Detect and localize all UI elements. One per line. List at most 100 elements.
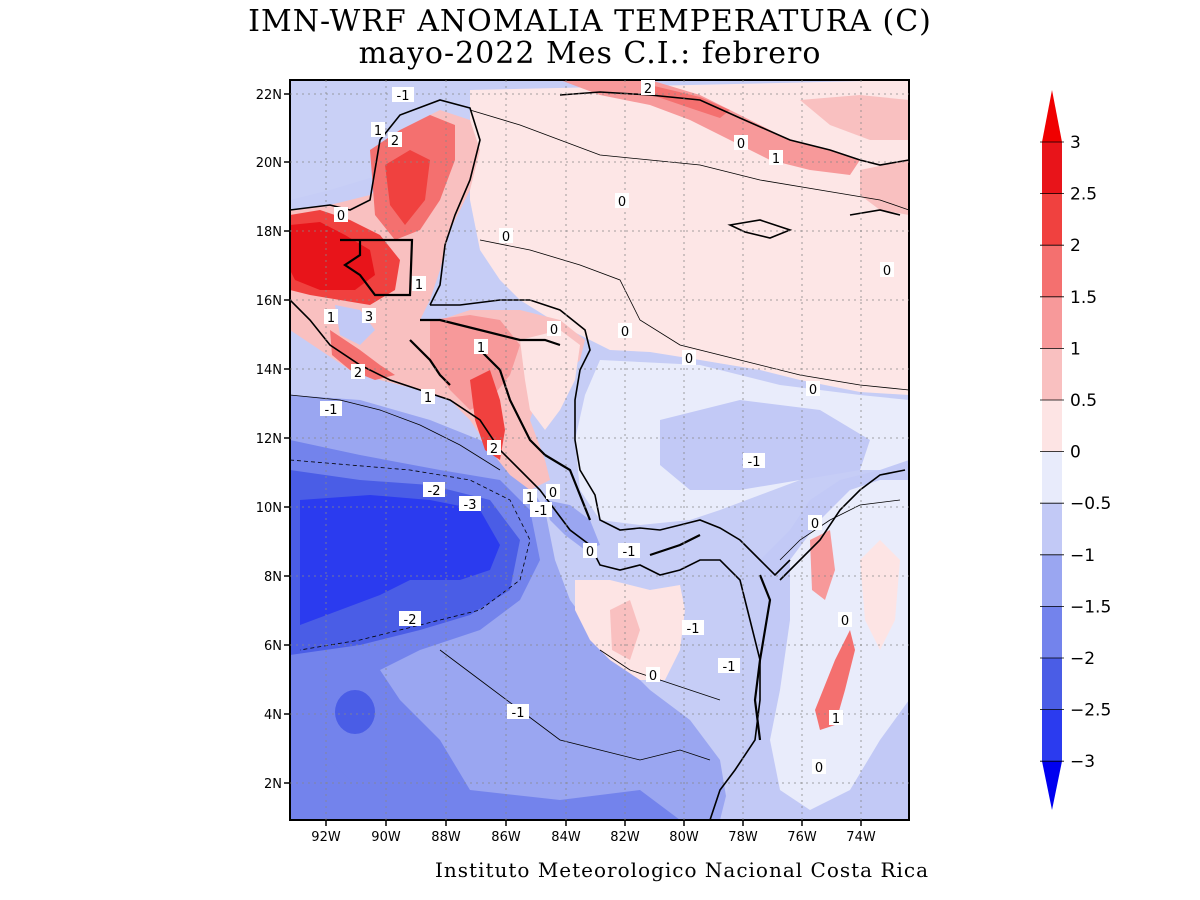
colorbar-swatch <box>1042 606 1062 659</box>
colorbar-swatch <box>1042 193 1062 246</box>
contour-label-bg <box>646 667 660 682</box>
map-frame <box>289 79 910 821</box>
colorbar-label: 2.5 <box>1070 185 1097 205</box>
contour-value-label: -1 <box>512 706 525 721</box>
contour-label-bg <box>641 80 655 95</box>
longitude-tick-label: 78W <box>728 830 758 845</box>
map-title-line1: IMN-WRF ANOMALIA TEMPERATURA (C) <box>248 4 932 39</box>
cuba-warm <box>560 80 860 175</box>
contour-value-label: 1 <box>374 124 382 139</box>
nicaragua-east-neutral <box>520 330 580 430</box>
guatemala-mexico-hot-core <box>290 222 375 290</box>
colorbar-swatch <box>1042 554 1062 607</box>
contour-label-bg <box>320 401 342 416</box>
map-title-line2: mayo-2022 Mes C.I.: febrero <box>358 36 822 71</box>
colorbar-label: −1.5 <box>1070 597 1111 617</box>
colorbar-label: 0.5 <box>1070 391 1097 411</box>
contour-value-label: 2 <box>490 442 498 457</box>
contour-label-bg <box>718 658 740 673</box>
contour-label-bg <box>351 364 365 379</box>
contour-value-label: 1 <box>424 391 432 406</box>
contour-label-bg <box>808 515 822 530</box>
longitude-labels: 92W 90W 88W 86W 84W 82W 80W 78W 76W 74W <box>311 820 876 845</box>
latitude-tick-label: 8N <box>264 570 282 585</box>
contour-value-label: 0 <box>649 669 657 684</box>
contour-label-bg <box>530 502 552 517</box>
contour-label-bg <box>499 228 513 243</box>
contour-label-bg <box>523 489 537 504</box>
contour-label-bg <box>421 389 435 404</box>
pacific-negative-cell <box>335 690 375 734</box>
colorbar-label: 0 <box>1070 443 1081 463</box>
longitude-tick-label: 74W <box>846 830 876 845</box>
colorbar-swatch <box>1042 503 1062 556</box>
contour-value-label: -1 <box>748 455 761 470</box>
cuba-warm-core <box>650 85 730 118</box>
contour-value-label: 1 <box>526 491 534 506</box>
contour-label-bg <box>474 339 488 354</box>
yucatan-warm-core <box>385 150 430 225</box>
latitude-tick-label: 10N <box>256 501 282 516</box>
latitude-tick-label: 14N <box>256 363 282 378</box>
contour-value-label: 2 <box>644 82 652 97</box>
contour-value-label: 1 <box>415 278 423 293</box>
country-borders <box>340 238 772 741</box>
longitude-tick-label: 82W <box>610 830 640 845</box>
contour-label-bg <box>829 710 843 725</box>
contour-label-bg <box>812 759 826 774</box>
map-gridlines <box>290 80 909 820</box>
contour-label-bg <box>682 350 696 365</box>
contour-value-label: 0 <box>549 486 557 501</box>
colorbar: 3 2.5 2 1.5 1 0.5 0 −0.5 −1 −1.5 −2 −2.5 −3 <box>1040 90 1111 810</box>
contour-label-bg <box>399 611 421 626</box>
nicaragua-warm-core <box>470 370 505 460</box>
colorbar-label: 1 <box>1070 339 1081 359</box>
hispaniola-warm <box>860 160 909 215</box>
contour-value-label: -1 <box>325 403 338 418</box>
contour-label-bg <box>423 482 445 497</box>
colorbar-swatch <box>1042 451 1062 504</box>
contour-value-label: -2 <box>404 613 417 628</box>
contour-value-label: -1 <box>623 545 636 560</box>
contour-value-label: -1 <box>535 504 548 519</box>
latitude-tick-label: 2N <box>264 777 282 792</box>
colombia-andes-warm <box>810 530 835 600</box>
contour-label-bg <box>880 262 894 277</box>
longitude-tick-label: 84W <box>551 830 581 845</box>
contour-label-bg <box>362 308 376 323</box>
colombia-andes-warm-3 <box>860 540 900 650</box>
contour-value-label: 1 <box>772 152 780 167</box>
latitude-tick-label: 18N <box>256 225 282 240</box>
contour-label-bg <box>459 496 481 511</box>
contour-value-label: 0 <box>883 264 891 279</box>
colorbar-swatch <box>1042 348 1062 401</box>
pacific-negative-core <box>300 495 500 625</box>
colorbar-swatch <box>1042 245 1062 298</box>
central-america-warm <box>290 110 585 490</box>
colorbar-swatch <box>1042 296 1062 349</box>
latitude-tick-label: 12N <box>256 432 282 447</box>
colorbar-arrow-bottom <box>1042 761 1062 810</box>
contour-value-label: 0 <box>841 614 849 629</box>
contour-label-bg <box>487 440 501 455</box>
latitude-tick-label: 4N <box>264 708 282 723</box>
contour-value-label: -2 <box>428 484 441 499</box>
contour-label-bg <box>547 321 561 336</box>
contour-value-label: 0 <box>621 325 629 340</box>
colorbar-label: −3 <box>1070 752 1095 772</box>
contour-label-bg <box>734 135 748 150</box>
latitude-tick-label: 16N <box>256 294 282 309</box>
latitude-labels: 22N 20N 18N 16N 14N 12N 10N 8N 6N 4N 2N <box>256 88 290 792</box>
contour-label-bg <box>546 484 560 499</box>
contour-label-bg <box>743 453 765 468</box>
pacific-negative-south <box>290 730 360 820</box>
caribbean-minus-patch <box>660 400 870 490</box>
contour-value-label: 0 <box>685 352 693 367</box>
coastlines <box>290 91 909 820</box>
colorbar-label: −1 <box>1070 546 1095 566</box>
colorbar-swatch <box>1042 142 1062 195</box>
contour-value-label: 0 <box>809 383 817 398</box>
contour-value-label: 1 <box>477 341 485 356</box>
contour-label-bg <box>392 87 414 102</box>
